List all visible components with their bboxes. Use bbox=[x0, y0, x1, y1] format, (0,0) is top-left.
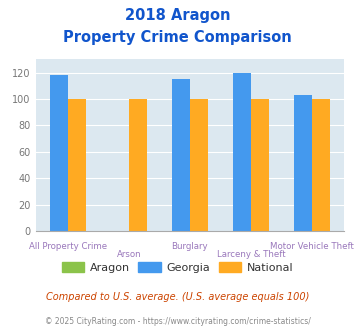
Text: © 2025 CityRating.com - https://www.cityrating.com/crime-statistics/: © 2025 CityRating.com - https://www.city… bbox=[45, 317, 310, 326]
Bar bbox=[312, 99, 330, 231]
Text: Property Crime Comparison: Property Crime Comparison bbox=[63, 30, 292, 45]
Bar bbox=[251, 99, 269, 231]
Bar bbox=[68, 99, 86, 231]
Text: 2018 Aragon: 2018 Aragon bbox=[125, 8, 230, 23]
Bar bbox=[190, 99, 208, 231]
Bar bbox=[233, 73, 251, 231]
Bar bbox=[50, 75, 68, 231]
Bar bbox=[294, 95, 312, 231]
Text: Burglary: Burglary bbox=[171, 242, 208, 251]
Text: Larceny & Theft: Larceny & Theft bbox=[217, 250, 285, 259]
Legend: Aragon, Georgia, National: Aragon, Georgia, National bbox=[57, 258, 298, 278]
Bar bbox=[129, 99, 147, 231]
Text: All Property Crime: All Property Crime bbox=[29, 242, 107, 251]
Text: Compared to U.S. average. (U.S. average equals 100): Compared to U.S. average. (U.S. average … bbox=[46, 292, 309, 302]
Text: Arson: Arson bbox=[116, 250, 141, 259]
Bar bbox=[171, 79, 190, 231]
Text: Motor Vehicle Theft: Motor Vehicle Theft bbox=[270, 242, 354, 251]
